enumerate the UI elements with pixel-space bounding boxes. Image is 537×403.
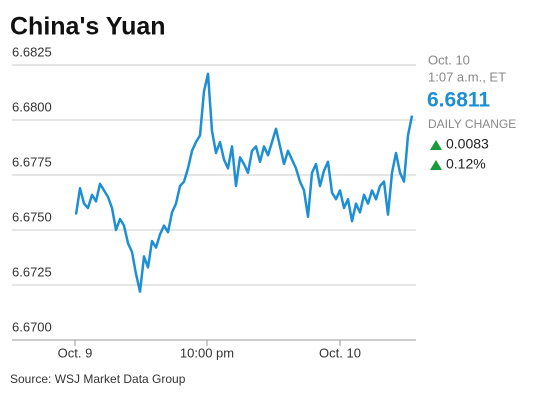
x-tick-label: 10:00 pm (180, 345, 234, 360)
chart-title: China's Yuan (10, 13, 166, 41)
quote-date: Oct. 10 (428, 52, 470, 67)
source: Source: WSJ Market Data Group (10, 372, 186, 386)
quote-price: 6.6811 (427, 89, 490, 112)
y-tick-label: 6.6750 (12, 209, 52, 224)
up-arrow (430, 140, 442, 150)
y-tick-label: 6.6775 (12, 154, 52, 169)
y-tick-label: 6.6700 (12, 319, 52, 334)
y-tick-label: 6.6825 (12, 44, 52, 59)
x-tick-label: Oct. 9 (58, 345, 93, 360)
y-tick-label: 6.6800 (12, 99, 52, 114)
change-percent: 0.12% (446, 156, 486, 172)
y-tick-label: 6.6725 (12, 264, 52, 279)
x-tick-label: Oct. 10 (319, 345, 361, 360)
change-label: DAILY CHANGE (428, 117, 516, 131)
up-arrow (430, 160, 442, 170)
price-line (74, 72, 414, 293)
quote-time: 1:07 a.m., ET (428, 69, 506, 84)
change-value: 0.0083 (446, 136, 489, 152)
